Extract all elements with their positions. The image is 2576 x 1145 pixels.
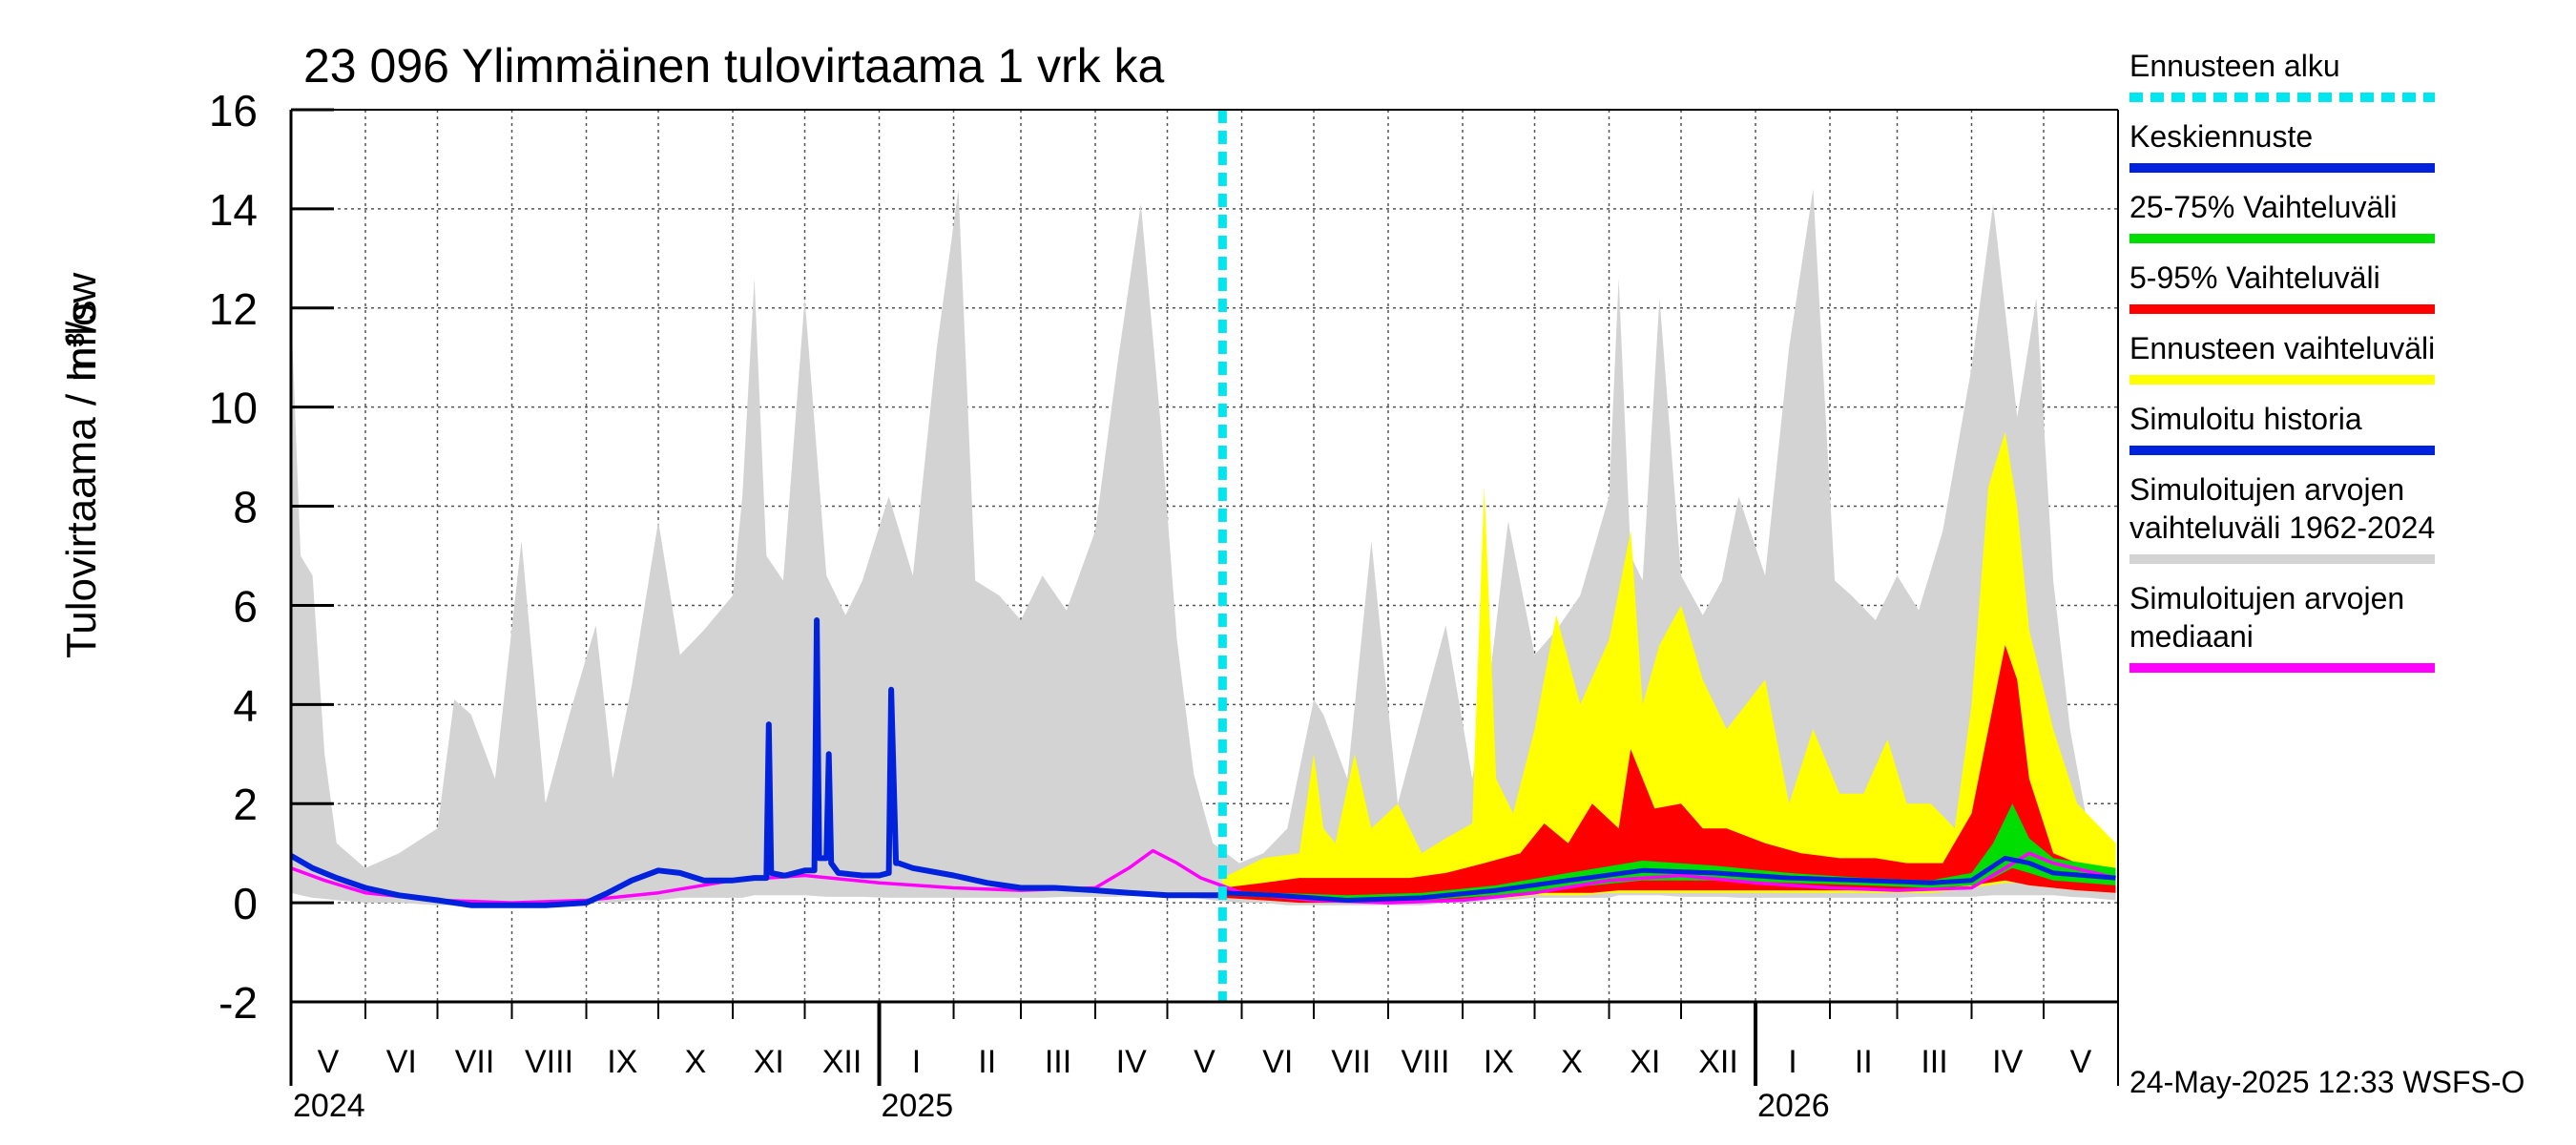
y-tick-label: 8 xyxy=(233,483,258,532)
legend-label: Ennusteen vaihteluväli xyxy=(2129,331,2435,365)
legend-label: 25-75% Vaihteluväli xyxy=(2129,190,2397,224)
legend-label: vaihteluväli 1962-2024 xyxy=(2129,510,2435,545)
line-keskiennuste xyxy=(1222,855,2116,903)
legend-label: Simuloitu historia xyxy=(2129,402,2362,436)
line-simuloitu-historia xyxy=(291,617,1223,908)
y-tick-label: 2 xyxy=(233,780,258,829)
legend: Ennusteen alku Keskiennuste 25-75% Vaihtel… xyxy=(2129,49,2435,673)
month-label: X xyxy=(1561,1044,1583,1080)
month-label: III xyxy=(1045,1044,1071,1080)
month-label: II xyxy=(1855,1044,1873,1080)
legend-label: Ennusteen alku xyxy=(2129,49,2340,83)
legend-label: Simuloitujen arvojen xyxy=(2129,472,2404,507)
band-ennusteen-vaihteluv-li xyxy=(1222,431,2116,904)
month-label: V xyxy=(1194,1044,1215,1080)
month-label: XI xyxy=(754,1044,784,1080)
legend-label: Keskiennuste xyxy=(2129,119,2313,154)
legend-label: Simuloitujen arvojen xyxy=(2129,581,2404,615)
legend-label: mediaani xyxy=(2129,619,2254,654)
month-label: VIII xyxy=(525,1044,573,1080)
legend-label: 5-95% Vaihteluväli xyxy=(2129,260,2380,295)
month-label: VII xyxy=(1331,1044,1371,1080)
month-label: I xyxy=(1788,1044,1797,1080)
year-label: 2024 xyxy=(293,1088,365,1124)
data-layer xyxy=(291,110,2116,1002)
y-axis-label: Tulovirtaama / Inflow xyxy=(58,272,105,658)
month-label: IV xyxy=(1116,1044,1147,1080)
year-label: 2026 xyxy=(1757,1088,1830,1124)
y-tick-label: -2 xyxy=(218,978,258,1028)
month-label: XI xyxy=(1630,1044,1660,1080)
y-tick-label: 16 xyxy=(209,86,258,135)
y-tick-label: 4 xyxy=(233,680,258,730)
year-label: 2025 xyxy=(882,1088,954,1124)
y-tick-label: 14 xyxy=(209,185,258,235)
month-label: XII xyxy=(822,1044,862,1080)
month-label: X xyxy=(685,1044,707,1080)
month-label: III xyxy=(1921,1044,1947,1080)
month-label: VI xyxy=(1262,1044,1293,1080)
month-label: IV xyxy=(1992,1044,2023,1080)
y-tick-label: 6 xyxy=(233,581,258,631)
month-label: XII xyxy=(1698,1044,1738,1080)
y-tick-label: 12 xyxy=(209,284,258,334)
timestamp: 24-May-2025 12:33 WSFS-O xyxy=(2129,1065,2524,1099)
month-label: IX xyxy=(607,1044,637,1080)
chart-title: 23 096 Ylimmäinen tulovirtaama 1 vrk ka xyxy=(303,39,1164,93)
month-label: IX xyxy=(1484,1044,1514,1080)
y-axis-unit: m³/s xyxy=(58,300,105,382)
month-label: V xyxy=(2070,1044,2092,1080)
band-5-95-vaihteluv-li xyxy=(1222,645,2116,904)
y-axis-title: Tulovirtaama / Inflow m³/s xyxy=(58,272,105,658)
month-label: VI xyxy=(386,1044,417,1080)
month-label: VIII xyxy=(1401,1044,1449,1080)
month-label: II xyxy=(978,1044,996,1080)
month-label: VII xyxy=(455,1044,495,1080)
y-tick-label: 0 xyxy=(233,879,258,928)
y-tick-label: 10 xyxy=(209,384,258,433)
month-label: V xyxy=(318,1044,340,1080)
month-label: I xyxy=(912,1044,921,1080)
